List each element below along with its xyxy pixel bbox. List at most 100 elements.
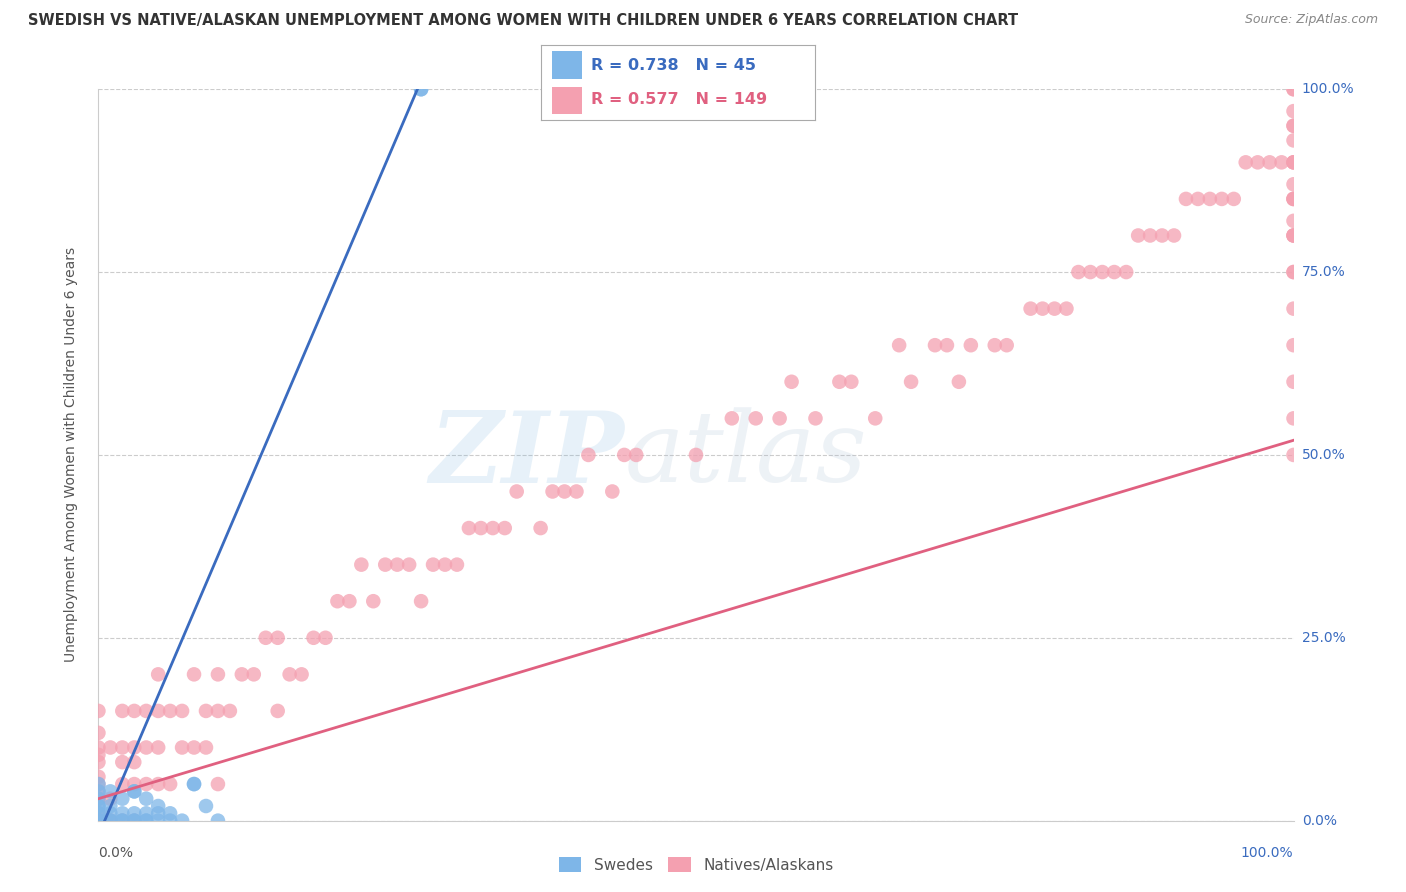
Point [470, 521, 492, 535]
Point [111, 806, 134, 821]
Point [685, 448, 707, 462]
Point [1282, 119, 1305, 133]
Point [207, 777, 229, 791]
Point [983, 338, 1005, 352]
Point [828, 375, 851, 389]
Point [87, 784, 110, 798]
Point [207, 814, 229, 828]
Text: 0.0%: 0.0% [98, 846, 134, 860]
Point [1163, 228, 1185, 243]
Text: SWEDISH VS NATIVE/ALASKAN UNEMPLOYMENT AMONG WOMEN WITH CHILDREN UNDER 6 YEARS C: SWEDISH VS NATIVE/ALASKAN UNEMPLOYMENT A… [28, 13, 1018, 29]
Point [87, 814, 110, 828]
Point [219, 704, 242, 718]
Point [98, 784, 122, 798]
Point [87, 814, 110, 828]
Point [111, 755, 134, 769]
Point [87, 799, 110, 814]
Text: 0.0%: 0.0% [1302, 814, 1337, 828]
Point [959, 338, 981, 352]
Point [1282, 155, 1305, 169]
Point [135, 814, 157, 828]
Point [111, 814, 134, 828]
Point [111, 704, 134, 718]
Point [87, 814, 110, 828]
Point [1067, 265, 1090, 279]
Text: R = 0.577   N = 149: R = 0.577 N = 149 [591, 93, 766, 107]
Point [87, 755, 110, 769]
Legend: Swedes, Natives/Alaskans: Swedes, Natives/Alaskans [553, 851, 839, 879]
Point [350, 558, 373, 572]
Point [87, 814, 110, 828]
Point [87, 814, 110, 828]
Point [1246, 155, 1268, 169]
Point [267, 704, 290, 718]
Point [98, 740, 122, 755]
Point [411, 594, 433, 608]
Point [207, 667, 229, 681]
Point [1282, 192, 1305, 206]
Point [148, 806, 170, 821]
Point [1080, 265, 1102, 279]
Point [290, 667, 312, 681]
Point [326, 594, 349, 608]
Point [1139, 228, 1161, 243]
Point [1282, 119, 1305, 133]
Point [433, 558, 456, 572]
Point [1054, 301, 1078, 316]
Point [839, 375, 862, 389]
Point [159, 814, 181, 828]
Point [124, 784, 146, 798]
Point [148, 777, 170, 791]
Point [87, 814, 110, 828]
Point [780, 375, 803, 389]
Point [148, 667, 170, 681]
Point [457, 521, 479, 535]
Point [135, 806, 157, 821]
Point [135, 704, 157, 718]
Point [87, 814, 110, 828]
Text: 100.0%: 100.0% [1302, 82, 1354, 96]
Point [745, 411, 768, 425]
Point [1282, 338, 1305, 352]
Point [98, 814, 122, 828]
Point [1222, 192, 1246, 206]
Point [1043, 301, 1066, 316]
Point [1282, 192, 1305, 206]
Point [1187, 192, 1209, 206]
Point [111, 814, 134, 828]
Point [172, 704, 194, 718]
Point [278, 667, 301, 681]
Point [87, 740, 110, 755]
Point [111, 814, 134, 828]
Point [1282, 192, 1305, 206]
Point [1282, 214, 1305, 228]
Point [98, 799, 122, 814]
Point [87, 814, 110, 828]
Point [87, 704, 110, 718]
Point [135, 791, 157, 805]
Point [1211, 192, 1233, 206]
Point [1150, 228, 1173, 243]
Point [159, 777, 181, 791]
Point [1271, 155, 1294, 169]
Point [1282, 265, 1305, 279]
Point [1282, 301, 1305, 316]
Point [576, 448, 599, 462]
Point [87, 814, 110, 828]
Point [98, 814, 122, 828]
Point [159, 704, 181, 718]
Point [194, 740, 217, 755]
Point [124, 784, 146, 798]
Point [87, 726, 110, 740]
Point [1115, 265, 1137, 279]
Point [159, 806, 181, 821]
Text: 75.0%: 75.0% [1302, 265, 1346, 279]
Point [124, 806, 146, 821]
Point [863, 411, 886, 425]
Point [768, 411, 790, 425]
Point [1282, 265, 1305, 279]
Point [111, 740, 134, 755]
Point [135, 777, 157, 791]
Point [148, 799, 170, 814]
Point [1282, 155, 1305, 169]
